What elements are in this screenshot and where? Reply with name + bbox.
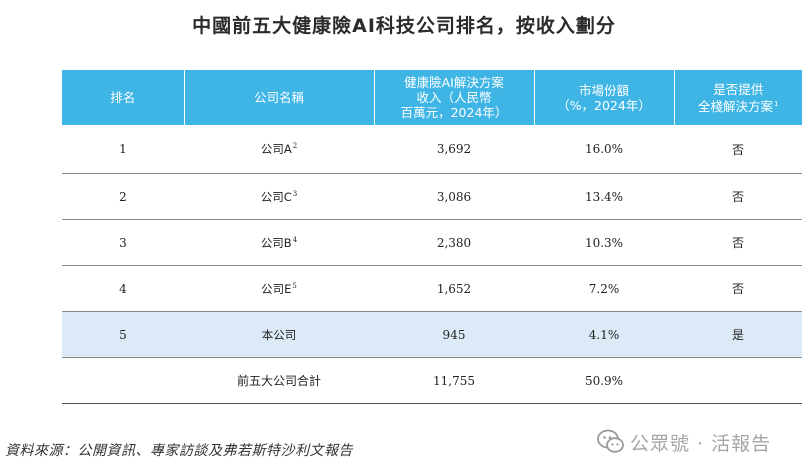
fullstack-cell: 否 xyxy=(674,219,802,266)
rank-cell: 3 xyxy=(62,219,184,266)
total-share-cell: 50.9% xyxy=(534,357,674,404)
footnote-marker: 2 xyxy=(292,142,298,150)
table-row-highlight: 5 本公司 945 4.1% 是 xyxy=(62,311,802,358)
empty-cell xyxy=(62,357,184,404)
wechat-icon xyxy=(597,429,624,453)
footnote-marker: 3 xyxy=(292,189,298,198)
company-cell: 公司B4 xyxy=(184,219,374,266)
table-row: 3 公司B4 2,380 10.3% 否 xyxy=(62,219,802,266)
table-row: 4 公司E5 1,652 7.2% 否 xyxy=(62,265,802,312)
company-cell: 公司E5 xyxy=(184,265,374,312)
share-cell: 7.2% xyxy=(534,265,674,312)
revenue-cell: 3,086 xyxy=(374,173,534,220)
source-note: 資料來源：公開資訊、專家訪談及弗若斯特沙利文報告 xyxy=(5,443,353,459)
share-cell: 13.4% xyxy=(534,173,674,220)
company-cell: 公司A2 xyxy=(184,125,374,174)
fullstack-cell: 否 xyxy=(674,125,802,174)
table-total-row: 前五大公司合計 11,755 50.9% xyxy=(62,357,802,404)
rank-cell: 1 xyxy=(62,125,184,174)
rank-cell: 4 xyxy=(62,265,184,312)
table-row: 1 公司A2 3,692 16.0% 否 xyxy=(62,125,802,174)
company-cell: 公司C3 xyxy=(184,173,374,220)
rank-cell: 2 xyxy=(62,173,184,220)
page-title: 中國前五大健康險AI科技公司排名，按收入劃分 xyxy=(192,15,616,37)
share-cell: 10.3% xyxy=(534,219,674,266)
footnote-marker: 5 xyxy=(292,281,297,290)
header-rank: 排名 xyxy=(62,70,185,125)
header-revenue: 健康險AI解決方案 收入（人民幣 百萬元，2024年） xyxy=(374,70,535,125)
header-market-share: 市場份額 （%，2024年） xyxy=(534,70,675,125)
revenue-cell: 3,692 xyxy=(374,125,534,174)
share-cell: 4.1% xyxy=(534,311,674,358)
share-cell: 16.0% xyxy=(534,125,674,174)
rank-cell: 5 xyxy=(62,311,184,358)
watermark-text: 公眾號 · 活報告 xyxy=(630,432,772,455)
total-label-cell: 前五大公司合計 xyxy=(184,357,374,404)
fullstack-cell: 否 xyxy=(674,173,802,220)
header-company: 公司名稱 xyxy=(184,70,375,125)
table-row: 2 公司C3 3,086 13.4% 否 xyxy=(62,173,802,220)
footnote-marker: 1 xyxy=(774,99,779,108)
company-cell: 本公司 xyxy=(184,311,374,358)
fullstack-cell: 否 xyxy=(674,265,802,312)
footnote-marker: 4 xyxy=(292,235,298,244)
header-fullstack: 是否提供 全棧解決方案1 xyxy=(674,70,802,125)
empty-cell xyxy=(674,357,802,404)
revenue-cell: 2,380 xyxy=(374,219,534,266)
watermark: 公眾號 · 活報告 xyxy=(596,425,771,459)
revenue-cell: 1,652 xyxy=(374,265,534,312)
table-header-row: 排名 公司名稱 健康險AI解決方案 收入（人民幣 百萬元，2024年） 市場份額… xyxy=(62,70,802,125)
total-revenue-cell: 11,755 xyxy=(374,357,534,404)
revenue-cell: 945 xyxy=(374,311,534,358)
fullstack-cell: 是 xyxy=(674,311,802,358)
ranking-table: 排名 公司名稱 健康險AI解決方案 收入（人民幣 百萬元，2024年） 市場份額… xyxy=(62,70,802,404)
